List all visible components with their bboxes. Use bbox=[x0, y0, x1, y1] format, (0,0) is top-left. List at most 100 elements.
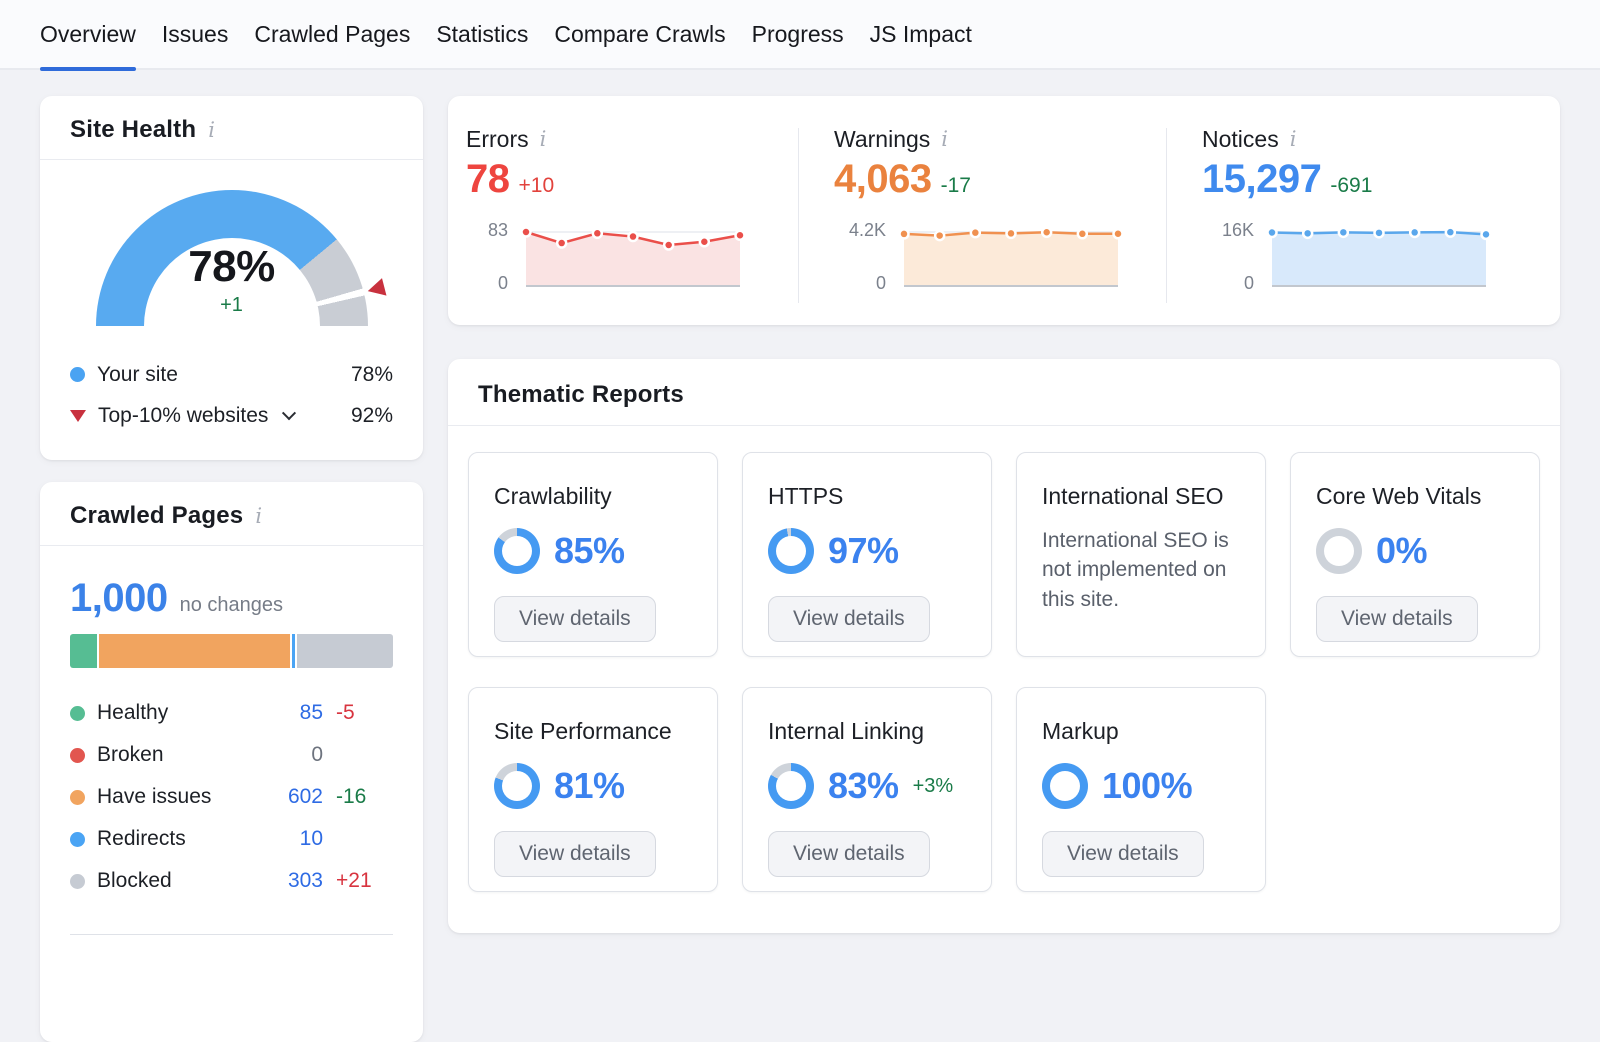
internal-linking-delta: +3% bbox=[912, 774, 954, 797]
crawled-pages-header: Crawled Pages i bbox=[40, 482, 423, 546]
tab-compare-crawls[interactable]: Compare Crawls bbox=[554, 20, 726, 47]
info-icon[interactable]: i bbox=[941, 127, 949, 151]
internal-linking-donut-icon bbox=[768, 763, 814, 809]
legend-row-broken: Broken 0 bbox=[70, 734, 393, 776]
errors-metric: Errors i 78 +10 83 0 bbox=[448, 96, 798, 325]
bar-segment-redirects bbox=[291, 634, 295, 668]
internal-linking-title: Internal Linking bbox=[768, 718, 924, 744]
have-issues-label: Have issues bbox=[97, 785, 212, 808]
site-performance-title: Site Performance bbox=[494, 718, 672, 744]
international-seo-note: International SEO is not implemented on … bbox=[1042, 529, 1229, 611]
blocked-count[interactable]: 303 bbox=[287, 869, 323, 892]
notices-metric: Notices i 15,297 -691 16K 0 bbox=[1166, 96, 1560, 325]
divider bbox=[798, 128, 799, 303]
info-icon[interactable]: i bbox=[539, 127, 547, 151]
redirects-label: Redirects bbox=[97, 827, 186, 850]
info-icon[interactable]: i bbox=[255, 503, 263, 528]
healthy-dot-icon bbox=[70, 705, 85, 721]
site-health-card: Site Health i 78% +1 Your site 78% Top-1… bbox=[40, 96, 423, 460]
https-score: 97% bbox=[828, 530, 899, 571]
markup-donut-icon bbox=[1042, 763, 1088, 809]
crawled-pages-card: Crawled Pages i 1,000 no changes Healthy… bbox=[40, 482, 423, 1042]
site-performance-card: Site Performance 81% View details bbox=[468, 687, 718, 892]
errors-sparkline: 83 0 bbox=[466, 220, 798, 294]
markup-card: Markup 100% View details bbox=[1016, 687, 1266, 892]
top10-value: 92% bbox=[350, 403, 393, 427]
tab-crawled-pages[interactable]: Crawled Pages bbox=[254, 20, 411, 47]
warnings-delta: -17 bbox=[940, 174, 971, 197]
healthy-count[interactable]: 85 bbox=[299, 701, 323, 724]
core-web-vitals-view-details-button[interactable]: View details bbox=[1316, 596, 1478, 642]
international-seo-title: International SEO bbox=[1042, 483, 1224, 509]
tab-statistics[interactable]: Statistics bbox=[436, 20, 529, 47]
bar-segment-healthy bbox=[70, 634, 97, 668]
crawled-pages-change-note: no changes bbox=[179, 594, 284, 616]
site-health-legend: Your site 78% Top-10% websites 92% bbox=[40, 354, 423, 436]
have-issues-delta: -16 bbox=[336, 785, 367, 808]
https-donut-icon bbox=[768, 528, 814, 574]
legend-row-healthy: Healthy 85 -5 bbox=[70, 692, 393, 734]
thematic-reports-grid: Crawlability 85% View details HTTPS 97% … bbox=[448, 426, 1560, 892]
tab-progress[interactable]: Progress bbox=[751, 20, 844, 47]
tab-bar: Overview Issues Crawled Pages Statistics… bbox=[0, 0, 1600, 71]
issues-summary-panel: Errors i 78 +10 83 0 Warnings i 4,063 -1… bbox=[448, 96, 1560, 325]
y-axis-max: 83 bbox=[487, 220, 508, 240]
info-icon[interactable]: i bbox=[1289, 127, 1297, 151]
blocked-label: Blocked bbox=[97, 869, 172, 892]
crawled-pages-total-row: 1,000 no changes bbox=[40, 576, 423, 621]
site-performance-view-details-button[interactable]: View details bbox=[494, 831, 656, 877]
tab-js-impact[interactable]: JS Impact bbox=[869, 20, 972, 47]
warnings-trend-chart bbox=[898, 226, 1124, 287]
legend-row-top10: Top-10% websites 92% bbox=[70, 395, 393, 436]
y-axis-min: 0 bbox=[497, 273, 508, 293]
core-web-vitals-card: Core Web Vitals 0% View details bbox=[1290, 452, 1540, 657]
crawled-pages-total[interactable]: 1,000 bbox=[70, 576, 168, 620]
top10-label: Top-10% websites bbox=[98, 403, 269, 427]
site-health-score-delta: +1 bbox=[220, 294, 243, 316]
https-view-details-button[interactable]: View details bbox=[768, 596, 930, 642]
internal-linking-score: 83% bbox=[828, 765, 899, 806]
core-web-vitals-donut-icon bbox=[1316, 528, 1362, 574]
redirects-dot-icon bbox=[70, 831, 85, 847]
tab-issues[interactable]: Issues bbox=[161, 20, 229, 47]
have-issues-dot-icon bbox=[70, 789, 85, 805]
notices-sparkline: 16K 0 bbox=[1202, 220, 1560, 294]
top10-triangle-icon bbox=[70, 409, 86, 422]
errors-value: 78 bbox=[466, 157, 510, 201]
bar-segment-have-issues bbox=[98, 634, 290, 668]
healthy-delta: -5 bbox=[336, 701, 355, 724]
y-axis-min: 0 bbox=[875, 273, 886, 293]
notices-label: Notices bbox=[1202, 126, 1279, 152]
internal-linking-card: Internal Linking 83% +3% View details bbox=[742, 687, 992, 892]
blocked-delta: +21 bbox=[336, 869, 372, 892]
chevron-down-icon[interactable] bbox=[282, 405, 297, 420]
tab-overview[interactable]: Overview bbox=[40, 0, 136, 71]
info-icon[interactable]: i bbox=[208, 117, 215, 142]
your-site-label: Your site bbox=[97, 362, 178, 386]
blocked-dot-icon bbox=[70, 873, 85, 889]
your-site-value: 78% bbox=[350, 362, 393, 386]
site-performance-donut-icon bbox=[494, 763, 540, 809]
crawlability-score: 85% bbox=[554, 530, 625, 571]
internal-linking-view-details-button[interactable]: View details bbox=[768, 831, 930, 877]
errors-label: Errors bbox=[466, 126, 529, 152]
crawlability-view-details-button[interactable]: View details bbox=[494, 596, 656, 642]
y-axis-max: 4.2K bbox=[848, 220, 886, 240]
broken-dot-icon bbox=[70, 747, 85, 763]
legend-row-blocked: Blocked 303 +21 bbox=[70, 860, 393, 902]
healthy-label: Healthy bbox=[97, 701, 169, 724]
thematic-reports-header: Thematic Reports bbox=[448, 359, 1560, 426]
redirects-count[interactable]: 10 bbox=[299, 827, 323, 850]
markup-view-details-button[interactable]: View details bbox=[1042, 831, 1204, 877]
core-web-vitals-title: Core Web Vitals bbox=[1316, 483, 1482, 509]
notices-delta: -691 bbox=[1330, 174, 1373, 197]
crawlability-donut-icon bbox=[494, 528, 540, 574]
warnings-label: Warnings bbox=[834, 126, 931, 152]
crawlability-title: Crawlability bbox=[494, 483, 612, 509]
have-issues-count[interactable]: 602 bbox=[287, 785, 323, 808]
errors-trend-chart bbox=[520, 226, 746, 287]
errors-delta: +10 bbox=[518, 174, 555, 197]
markup-title: Markup bbox=[1042, 718, 1119, 744]
warnings-value: 4,063 bbox=[834, 157, 932, 201]
crawled-pages-title: Crawled Pages bbox=[70, 502, 244, 529]
